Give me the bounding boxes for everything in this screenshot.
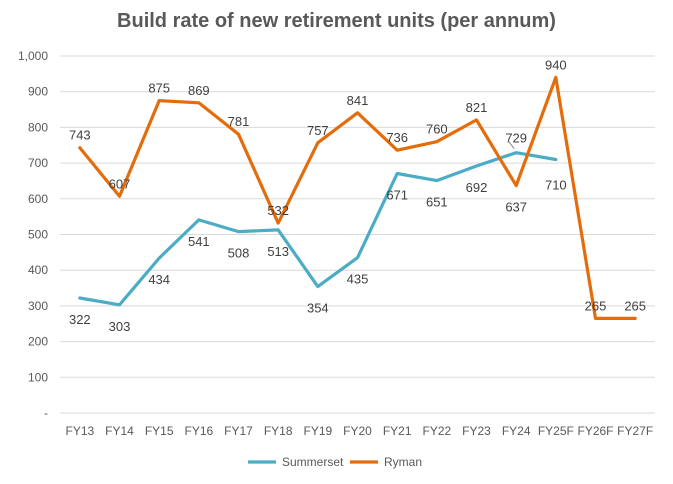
x-tick-label: FY13 (65, 424, 94, 438)
y-tick-label: 600 (28, 192, 48, 206)
x-tick-label: FY21 (383, 424, 412, 438)
data-label-summerset: 710 (545, 178, 567, 193)
x-tick-label: FY25F (538, 424, 574, 438)
series-line-ryman (78, 75, 637, 320)
data-label-ryman: 940 (545, 57, 567, 72)
data-label-ryman: 757 (307, 123, 329, 138)
data-label-summerset: 434 (148, 272, 170, 287)
data-label-summerset: 435 (347, 272, 369, 287)
data-label-ryman: 760 (426, 122, 448, 137)
data-label-summerset: 692 (466, 180, 488, 195)
data-label-ryman: 875 (148, 81, 170, 96)
data-label-summerset: 303 (109, 319, 131, 334)
x-tick-label: FY18 (264, 424, 293, 438)
data-label-summerset: 322 (69, 312, 91, 327)
data-label-ryman: 869 (188, 83, 210, 98)
data-label-ryman: 736 (386, 130, 408, 145)
x-tick-label: FY19 (303, 424, 332, 438)
series-line-summerset (78, 151, 558, 307)
data-label-ryman: 532 (267, 203, 289, 218)
data-label-summerset: 508 (228, 246, 250, 261)
y-tick-label: 500 (28, 228, 48, 242)
y-tick-label: 200 (28, 335, 48, 349)
data-label-summerset: 729 (505, 131, 527, 146)
y-tick-label: 100 (28, 370, 48, 384)
data-label-summerset: 541 (188, 234, 210, 249)
y-tick-label: 800 (28, 120, 48, 134)
x-tick-label: FY16 (184, 424, 213, 438)
data-label-summerset: 651 (426, 195, 448, 210)
y-tick-label: 300 (28, 299, 48, 313)
x-tick-label: FY17 (224, 424, 253, 438)
x-tick-label: FY26F (577, 424, 613, 438)
data-label-ryman: 743 (69, 128, 91, 143)
y-tick-label: - (44, 406, 48, 420)
y-tick-label: 700 (28, 156, 48, 170)
x-tick-label: FY15 (145, 424, 174, 438)
x-tick-label: FY14 (105, 424, 134, 438)
data-label-summerset: 671 (386, 187, 408, 202)
x-tick-label: FY20 (343, 424, 372, 438)
data-label-ryman: 781 (228, 114, 250, 129)
x-tick-label: FY27F (617, 424, 653, 438)
legend-label-ryman: Ryman (384, 455, 422, 469)
data-label-summerset: 354 (307, 301, 329, 316)
data-label-ryman: 265 (624, 298, 646, 313)
x-tick-label: FY22 (422, 424, 451, 438)
data-label-ryman: 841 (347, 93, 369, 108)
data-label-ryman: 265 (585, 298, 607, 313)
y-tick-label: 1,000 (18, 49, 48, 63)
y-tick-label: 400 (28, 263, 48, 277)
x-tick-label: FY23 (462, 424, 491, 438)
data-label-ryman: 821 (466, 100, 488, 115)
y-tick-label: 900 (28, 85, 48, 99)
x-tick-label: FY24 (502, 424, 531, 438)
legend-label-summerset: Summerset (282, 455, 344, 469)
data-label-summerset: 513 (267, 244, 289, 259)
data-label-ryman: 637 (505, 200, 527, 215)
chart-title: Build rate of new retirement units (per … (117, 10, 556, 32)
leader-line (507, 140, 515, 150)
data-label-ryman: 607 (109, 176, 131, 191)
